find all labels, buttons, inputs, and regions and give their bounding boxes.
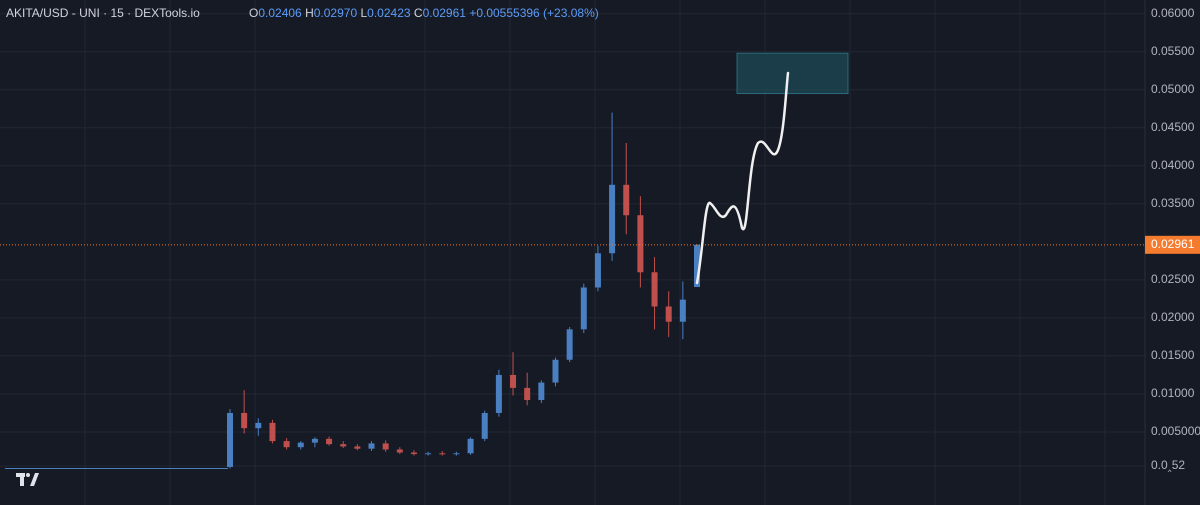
candle-body <box>651 272 658 307</box>
legend-key: C <box>414 6 423 20</box>
candle-body <box>340 444 347 447</box>
candle-body <box>283 441 290 448</box>
y-tick-label: 0.05000 <box>1151 82 1195 96</box>
y-tick-label: 0.0‸52 <box>1151 458 1185 472</box>
y-tick-label: 0.05500 <box>1151 44 1195 58</box>
candle-body <box>623 184 630 216</box>
candle-body <box>467 438 474 454</box>
logo <box>16 473 39 486</box>
candle-body <box>566 329 573 360</box>
legend-key: H <box>305 6 314 20</box>
candle-body <box>580 287 587 330</box>
candle-body <box>368 443 375 449</box>
legend-value: 0.02406 <box>258 6 302 20</box>
candle-body <box>382 443 389 450</box>
candle-body <box>354 446 361 449</box>
price-label: 0.02961 <box>1151 237 1195 251</box>
candle-body <box>481 412 488 439</box>
y-tick-label: 0.06000 <box>1151 6 1195 20</box>
candle-body <box>510 374 517 388</box>
legend-change: +0.00555396 (+23.08%) <box>469 6 598 20</box>
y-tick-label: 0.04500 <box>1151 120 1195 134</box>
candle-body <box>453 453 460 455</box>
candle-body <box>269 422 276 442</box>
legend-value: 0.02423 <box>367 6 411 20</box>
candle-body <box>524 387 531 401</box>
candle-body <box>227 412 233 467</box>
price-label-bg <box>1145 235 1200 254</box>
candle-body <box>425 453 432 455</box>
candle-body <box>552 359 559 383</box>
candle-body <box>410 452 417 455</box>
target-zone <box>736 52 849 95</box>
legend-value: 0.02961 <box>423 6 467 20</box>
candle-body <box>255 422 262 429</box>
y-tick-label: 0.03500 <box>1151 196 1195 210</box>
drawn-projection <box>695 71 790 285</box>
candle-body <box>665 306 672 322</box>
candle-body <box>609 184 616 254</box>
candle-body <box>694 244 700 288</box>
y-tick-label: 0.04000 <box>1151 158 1195 172</box>
chart-title: AKITA/USD - UNI · 15 · DEXTools.io <box>6 6 200 20</box>
candle-body <box>439 453 446 455</box>
legend-key: O <box>249 6 258 20</box>
candle-body <box>679 299 686 322</box>
y-tick-label: 0.01000 <box>1151 386 1195 400</box>
candle-body <box>396 449 403 453</box>
candle-body <box>297 442 304 448</box>
candle-body <box>311 438 318 443</box>
candle-body <box>241 412 248 429</box>
ohlc-legend: O0.02406 H0.02970 L0.02423 C0.02961 +0.0… <box>249 6 599 20</box>
candle-body <box>594 253 601 288</box>
legend-key: L <box>360 6 367 20</box>
candle-body <box>495 374 502 413</box>
candle-body <box>538 382 545 401</box>
y-tick-label: 0.02000 <box>1151 310 1195 324</box>
legend-value: 0.02970 <box>314 6 358 20</box>
y-tick-label: 0.01500 <box>1151 348 1195 362</box>
y-tick-label: 0.02500 <box>1151 272 1195 286</box>
candle-body <box>326 438 333 445</box>
candle-body <box>637 215 644 273</box>
y-tick-label: 0.005000 <box>1151 424 1200 438</box>
